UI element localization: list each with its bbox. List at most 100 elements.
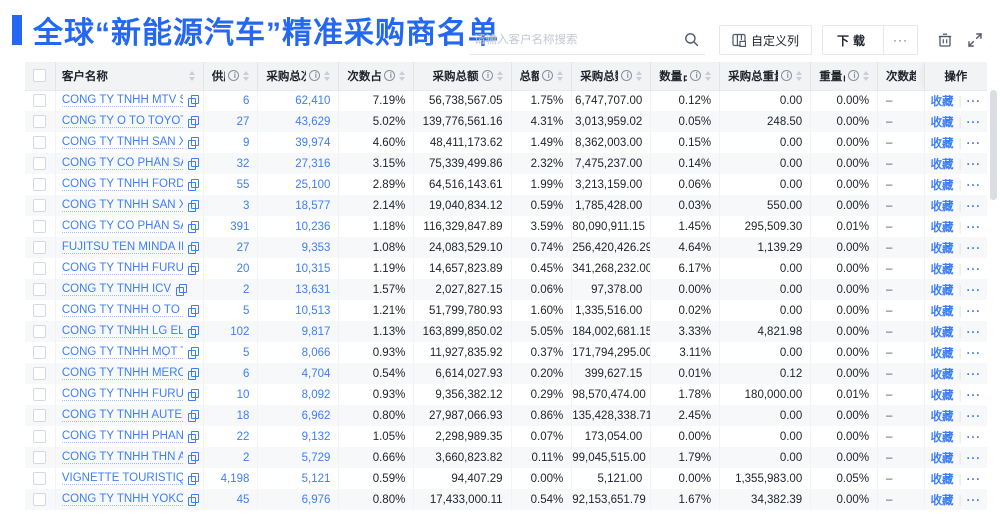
customer-name-link[interactable]: CÔNG TY TNHH FURUKAWA A...: [61, 388, 183, 401]
fullscreen-icon[interactable]: [960, 32, 990, 48]
info-icon[interactable]: [542, 70, 554, 82]
customer-name-link[interactable]: CÔNG TY TNHH MTV SẢN XUẤ...: [61, 94, 183, 108]
supplier-count-cell[interactable]: 6: [203, 363, 259, 384]
customer-name-link[interactable]: CÔNG TY TNHH AUTEL VIỆT N...: [61, 409, 183, 422]
purchase-count-cell[interactable]: 10,236: [257, 216, 340, 237]
sort-icon[interactable]: [324, 70, 331, 81]
sort-icon[interactable]: [243, 70, 250, 81]
copy-icon[interactable]: [187, 115, 199, 128]
copy-icon[interactable]: [187, 262, 199, 275]
row-checkbox[interactable]: [33, 304, 47, 317]
supplier-count-cell[interactable]: 55: [203, 174, 259, 195]
row-more-button[interactable]: ···: [966, 452, 982, 465]
purchase-count-cell[interactable]: 62,410: [257, 90, 340, 111]
purchase-count-cell[interactable]: 5,729: [257, 447, 340, 468]
column-header[interactable]: 采购总数量: [571, 62, 652, 91]
favorite-button[interactable]: 收藏: [930, 452, 954, 465]
column-header[interactable]: 客户名称: [55, 62, 204, 91]
row-more-button[interactable]: ···: [966, 431, 982, 444]
row-more-button[interactable]: ···: [966, 221, 982, 234]
purchase-count-cell[interactable]: 13,631: [257, 279, 340, 300]
supplier-count-cell[interactable]: 27: [203, 237, 259, 258]
row-more-button[interactable]: ···: [966, 242, 982, 255]
customer-name-link[interactable]: CÔNG TY Ô TÔ TOYOTA VIỆT ...: [61, 115, 183, 128]
row-more-button[interactable]: ···: [966, 347, 982, 360]
copy-icon[interactable]: [187, 346, 199, 359]
supplier-count-cell[interactable]: 6: [203, 90, 259, 111]
row-more-button[interactable]: ···: [966, 284, 982, 297]
supplier-count-cell[interactable]: 18: [203, 405, 259, 426]
favorite-button[interactable]: 收藏: [930, 410, 954, 423]
select-all-checkbox[interactable]: [33, 69, 47, 83]
supplier-count-cell[interactable]: 5: [203, 342, 259, 363]
supplier-count-cell[interactable]: 10: [203, 384, 259, 405]
copy-icon[interactable]: [187, 241, 199, 254]
download-more-button[interactable]: ···: [884, 25, 918, 55]
info-icon[interactable]: [309, 70, 321, 82]
column-header[interactable]: 采购总额: [413, 62, 512, 91]
favorite-button[interactable]: 收藏: [930, 431, 954, 444]
favorite-button[interactable]: 收藏: [930, 494, 954, 507]
info-icon[interactable]: [481, 70, 494, 82]
purchase-count-cell[interactable]: 4,704: [257, 363, 340, 384]
scrollbar-thumb[interactable]: [990, 90, 997, 200]
customer-name-link[interactable]: CÔNG TY TNHH THN AUTOPAR...: [61, 451, 183, 464]
row-checkbox[interactable]: [33, 199, 47, 212]
supplier-count-cell[interactable]: 2: [203, 447, 259, 468]
customer-name-link[interactable]: CÔNG TY TNHH FORD VIỆT NAM: [61, 178, 183, 191]
row-checkbox[interactable]: [33, 220, 47, 233]
purchase-count-cell[interactable]: 43,629: [257, 111, 340, 132]
customer-name-link[interactable]: FUJITSU TEN MINDA INDIA PVT...: [61, 241, 183, 254]
column-header[interactable]: 次数趋势: [877, 62, 925, 91]
column-header[interactable]: 数量占比: [650, 62, 721, 91]
favorite-button[interactable]: 收藏: [930, 389, 954, 402]
row-checkbox[interactable]: [33, 241, 47, 254]
copy-icon[interactable]: [187, 220, 199, 233]
info-icon[interactable]: [690, 70, 702, 82]
row-checkbox[interactable]: [33, 262, 47, 275]
download-button[interactable]: 下载: [821, 25, 884, 55]
supplier-count-cell[interactable]: 32: [203, 153, 259, 174]
sort-icon[interactable]: [496, 70, 503, 81]
copy-icon[interactable]: [187, 199, 199, 212]
purchase-count-cell[interactable]: 5,121: [257, 468, 340, 489]
purchase-count-cell[interactable]: 9,817: [257, 321, 340, 342]
info-icon[interactable]: [848, 70, 860, 82]
customer-name-link[interactable]: CÔNG TY TNHH SẢN XUẤT VÀ ...: [61, 136, 183, 149]
sort-icon[interactable]: [636, 70, 643, 81]
column-header[interactable]: 重量占比: [810, 62, 879, 91]
row-checkbox[interactable]: [33, 493, 47, 506]
favorite-button[interactable]: 收藏: [930, 158, 954, 171]
row-more-button[interactable]: ···: [966, 368, 982, 381]
customize-columns-button[interactable]: 自定义列: [718, 25, 812, 55]
info-icon[interactable]: [228, 70, 240, 82]
customer-name-link[interactable]: CÔNG TY TNHH LG ELECTRON...: [61, 325, 183, 338]
purchase-count-cell[interactable]: 8,092: [257, 384, 340, 405]
search-icon[interactable]: [682, 32, 705, 47]
copy-icon[interactable]: [187, 94, 199, 107]
column-header[interactable]: 采购总重量: [719, 62, 812, 91]
row-checkbox[interactable]: [33, 409, 47, 422]
column-header[interactable]: 总额占比: [511, 62, 573, 91]
row-checkbox[interactable]: [33, 283, 47, 296]
sort-icon[interactable]: [863, 70, 870, 81]
copy-icon[interactable]: [187, 367, 199, 380]
row-checkbox[interactable]: [33, 157, 47, 170]
info-icon[interactable]: [781, 70, 793, 82]
column-header[interactable]: 操作: [923, 62, 987, 91]
purchase-count-cell[interactable]: 10,513: [257, 300, 340, 321]
supplier-count-cell[interactable]: 22: [203, 426, 259, 447]
sort-icon[interactable]: [796, 70, 803, 81]
supplier-count-cell[interactable]: 3: [203, 195, 259, 216]
purchase-count-cell[interactable]: 9,353: [257, 237, 340, 258]
favorite-button[interactable]: 收藏: [930, 95, 954, 108]
copy-icon[interactable]: [187, 325, 199, 338]
supplier-count-cell[interactable]: 102: [203, 321, 259, 342]
row-more-button[interactable]: ···: [966, 116, 982, 129]
customer-name-link[interactable]: CÔNG TY TNHH ICV: [61, 283, 172, 296]
copy-icon[interactable]: [187, 136, 199, 149]
sort-icon[interactable]: [557, 70, 564, 81]
row-more-button[interactable]: ···: [966, 305, 982, 318]
favorite-button[interactable]: 收藏: [930, 263, 954, 276]
favorite-button[interactable]: 收藏: [930, 116, 954, 129]
